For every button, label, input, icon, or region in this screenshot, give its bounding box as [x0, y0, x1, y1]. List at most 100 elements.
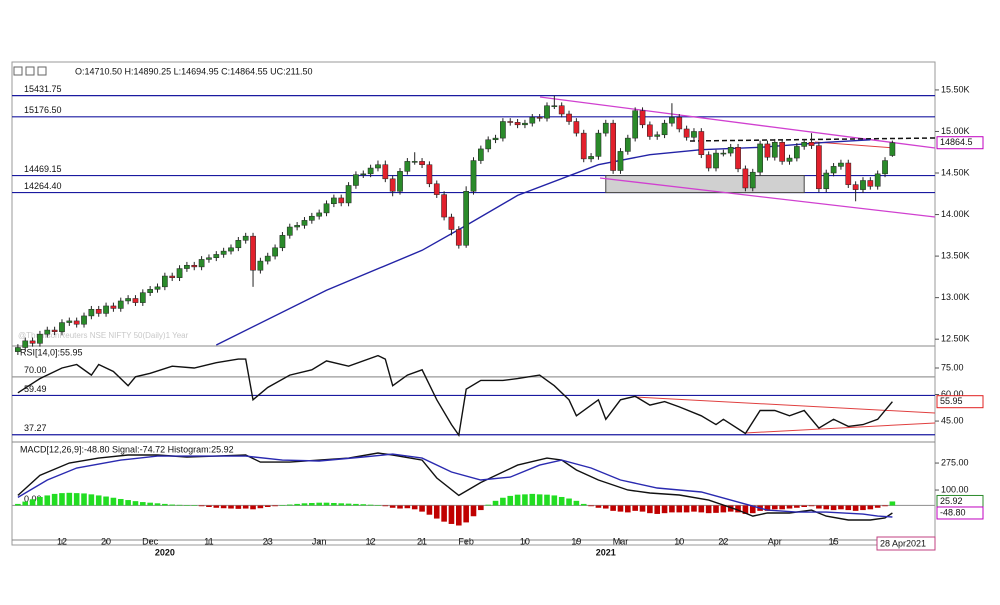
candle-body — [624, 137, 631, 152]
x-tick-label: Mar — [613, 536, 629, 546]
candle-body — [286, 226, 293, 236]
candle-body — [889, 142, 896, 156]
histogram-bar — [551, 495, 558, 506]
candle-body — [617, 151, 624, 171]
histogram-bar — [500, 497, 506, 506]
histogram-bar — [176, 504, 183, 506]
candle-body — [264, 255, 271, 262]
histogram-bar — [250, 505, 256, 510]
y-tick-label: 45.00 — [941, 415, 964, 425]
last-price-label: 14864.5 — [940, 137, 973, 147]
candle-body — [279, 235, 286, 249]
candle-body — [294, 225, 300, 228]
candle-body — [88, 309, 95, 317]
candle-body — [375, 164, 381, 169]
candle-body — [786, 157, 793, 162]
toolbar-icon[interactable] — [25, 66, 35, 76]
candle-body — [397, 171, 403, 192]
y-tick-label: 75.00 — [941, 362, 964, 372]
histogram-bar — [456, 505, 462, 526]
level-label: 15431.75 — [24, 84, 62, 94]
candle-body — [779, 142, 785, 162]
histogram-bar — [125, 500, 131, 506]
level-label: 0.00 — [24, 494, 42, 504]
histogram-bar — [404, 505, 411, 509]
histogram-bar — [801, 505, 807, 507]
candle-body — [139, 292, 146, 303]
histogram-bar — [279, 505, 286, 506]
x-tick-label: 12 — [366, 536, 376, 546]
histogram-bar — [705, 505, 712, 514]
candle-body — [147, 289, 154, 293]
histogram-bar — [382, 505, 389, 507]
histogram-bar — [147, 502, 153, 506]
histogram-bar — [169, 504, 176, 506]
histogram-bar — [331, 502, 337, 506]
histogram-bar — [397, 505, 403, 509]
histogram-bar — [132, 501, 139, 506]
candle-body — [125, 298, 131, 302]
toolbar-icon[interactable] — [13, 66, 23, 76]
candle-body — [610, 122, 616, 171]
histogram-bar — [522, 494, 528, 506]
histogram-bar — [507, 495, 514, 506]
histogram-bar — [566, 498, 572, 506]
histogram-bar — [845, 505, 852, 511]
candle-body — [669, 117, 675, 124]
candle-body — [595, 132, 602, 157]
histogram-bar — [573, 500, 580, 506]
x-tick-label: 12 — [57, 536, 67, 546]
candle-body — [73, 320, 80, 325]
x-tick-label: 11 — [204, 536, 213, 546]
level-label: 14469.15 — [24, 164, 62, 174]
histogram-bar — [323, 502, 330, 506]
histogram-bar — [66, 492, 73, 506]
rsi-line — [17, 354, 893, 438]
candle-body — [426, 164, 433, 185]
histogram-bar — [617, 505, 624, 512]
candle-body — [661, 122, 668, 136]
histogram-bar — [88, 494, 95, 506]
histogram-bar — [683, 505, 690, 513]
y-tick-label: 14.50K — [941, 167, 970, 177]
rsi-trend-line — [744, 422, 936, 434]
histogram-bar — [478, 505, 484, 511]
histogram-bar — [375, 505, 381, 506]
candle-body — [529, 117, 536, 124]
histogram-bar — [654, 505, 661, 514]
histogram-bar — [794, 505, 800, 508]
candle-body — [235, 240, 242, 249]
candle-body — [345, 185, 352, 204]
candle-body — [220, 250, 227, 255]
candle-body — [551, 105, 558, 107]
histogram-bar — [360, 504, 367, 506]
histogram-bar — [830, 505, 837, 511]
histogram-bar — [691, 505, 697, 512]
candle-body — [838, 162, 844, 167]
ohlc-info: O:14710.50 H:14890.25 L:14694.95 C:14864… — [75, 66, 313, 76]
date-label: 28 Apr2021 — [880, 538, 926, 548]
candle-body — [242, 235, 249, 241]
resistance-line — [689, 137, 936, 142]
histogram-bar — [808, 505, 815, 507]
candle-body — [213, 254, 220, 259]
y-tick-label: 13.50K — [941, 250, 970, 260]
candle-body — [404, 161, 411, 172]
year-label: 2020 — [155, 547, 175, 557]
candle-body — [29, 340, 36, 344]
candle-body — [823, 172, 830, 190]
candle-body — [15, 347, 21, 352]
candle-body — [22, 340, 29, 348]
histogram-bar — [860, 505, 866, 511]
candle-body — [654, 134, 661, 137]
candle-body — [184, 264, 190, 269]
candle-body — [316, 212, 323, 217]
histogram-bar — [316, 502, 322, 506]
histogram-bar — [874, 505, 881, 508]
histogram-bar — [676, 505, 683, 513]
candle-body — [44, 329, 51, 335]
toolbar-icon[interactable] — [37, 66, 47, 76]
candle-body — [463, 191, 470, 246]
candle-body — [81, 315, 87, 325]
x-tick-label: 10 — [674, 536, 684, 546]
